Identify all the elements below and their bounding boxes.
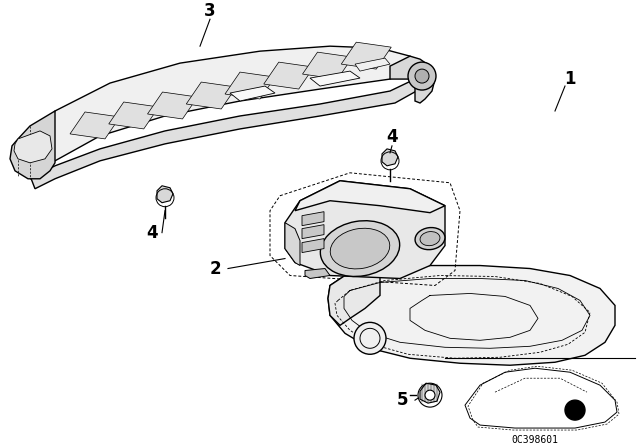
Circle shape — [425, 390, 435, 400]
Polygon shape — [303, 52, 353, 79]
Polygon shape — [285, 181, 445, 279]
Ellipse shape — [415, 228, 445, 250]
Polygon shape — [420, 383, 440, 403]
Ellipse shape — [320, 221, 400, 276]
Polygon shape — [302, 212, 324, 226]
Text: 1: 1 — [564, 70, 576, 88]
Text: 4: 4 — [386, 128, 398, 146]
Text: 0C398601: 0C398601 — [511, 435, 559, 445]
Polygon shape — [302, 239, 324, 253]
Polygon shape — [14, 131, 52, 163]
Polygon shape — [147, 92, 198, 119]
Polygon shape — [310, 71, 360, 86]
Polygon shape — [30, 46, 415, 176]
Polygon shape — [390, 56, 435, 103]
Polygon shape — [295, 181, 445, 213]
Circle shape — [415, 69, 429, 83]
Text: 5: 5 — [396, 391, 408, 409]
Polygon shape — [341, 42, 391, 69]
Polygon shape — [186, 82, 236, 109]
Polygon shape — [465, 368, 617, 428]
Ellipse shape — [420, 232, 440, 246]
Polygon shape — [70, 112, 120, 139]
Polygon shape — [225, 72, 275, 99]
Polygon shape — [285, 223, 300, 266]
Polygon shape — [305, 268, 330, 279]
Polygon shape — [355, 58, 390, 71]
Polygon shape — [30, 79, 420, 189]
Polygon shape — [264, 62, 314, 89]
Polygon shape — [382, 149, 398, 166]
Text: 2: 2 — [209, 259, 221, 277]
Ellipse shape — [330, 228, 390, 269]
Circle shape — [354, 323, 386, 354]
Polygon shape — [230, 86, 275, 101]
Circle shape — [565, 400, 585, 420]
Polygon shape — [328, 268, 380, 325]
Circle shape — [408, 62, 436, 90]
Polygon shape — [328, 266, 615, 365]
Polygon shape — [157, 186, 173, 202]
Polygon shape — [302, 224, 324, 239]
Polygon shape — [109, 102, 159, 129]
Text: 4: 4 — [146, 224, 158, 241]
Text: 3: 3 — [204, 2, 216, 20]
Polygon shape — [10, 111, 55, 179]
